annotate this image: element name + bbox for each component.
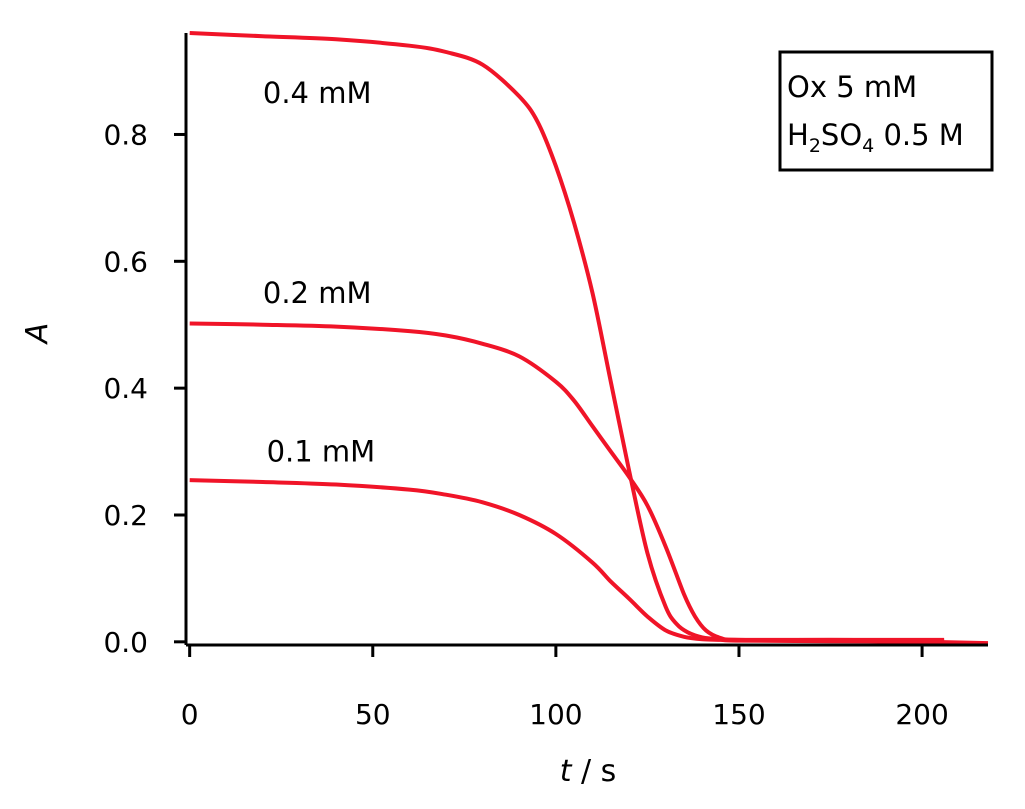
legend-acid-h: H <box>787 118 809 152</box>
x-tick-label: 200 <box>895 698 948 731</box>
x-axis-variable: t <box>560 754 573 789</box>
y-tick-label: 0.6 <box>103 245 148 278</box>
legend-line-acid: H2SO4 0.5 M <box>787 118 964 157</box>
curves <box>189 31 989 646</box>
legend-acid-sub1: 2 <box>809 135 821 157</box>
y-tick-label: 0.8 <box>103 118 148 151</box>
y-tick-label: 0.0 <box>103 626 148 659</box>
y-axis-title: A <box>20 323 55 346</box>
legend-box: Ox 5 mM H2SO4 0.5 M <box>778 50 994 172</box>
series-label-2: 0.2 mM <box>263 276 372 310</box>
series-label-1: 0.4 mM <box>263 76 372 110</box>
y-tick-label: 0.4 <box>103 372 148 405</box>
x-axis-title: t / s <box>560 754 617 789</box>
y-tick-label: 0.2 <box>103 499 148 532</box>
series-label-3: 0.1 mM <box>267 435 376 469</box>
series-line-3 <box>189 478 989 646</box>
x-tick-label: 150 <box>712 698 765 731</box>
legend-acid-sub2: 4 <box>862 135 874 157</box>
x-tick-label: 50 <box>355 698 391 731</box>
legend-acid-rest: 0.5 M <box>874 118 964 152</box>
x-axis-unit: / s <box>571 754 616 789</box>
x-axis-ticks: 0 50 100 150 200 <box>181 645 949 731</box>
x-tick-label: 100 <box>529 698 582 731</box>
legend-acid-mid: SO <box>821 118 862 152</box>
legend-line-oxidant: Ox 5 mM <box>787 70 917 104</box>
x-tick-label: 0 <box>181 698 199 731</box>
curve-labels: 0.4 mM 0.2 mM 0.1 mM <box>263 76 375 468</box>
y-axis-ticks: 0.0 0.2 0.4 0.6 0.8 <box>103 118 186 659</box>
legend-frame <box>778 50 994 172</box>
